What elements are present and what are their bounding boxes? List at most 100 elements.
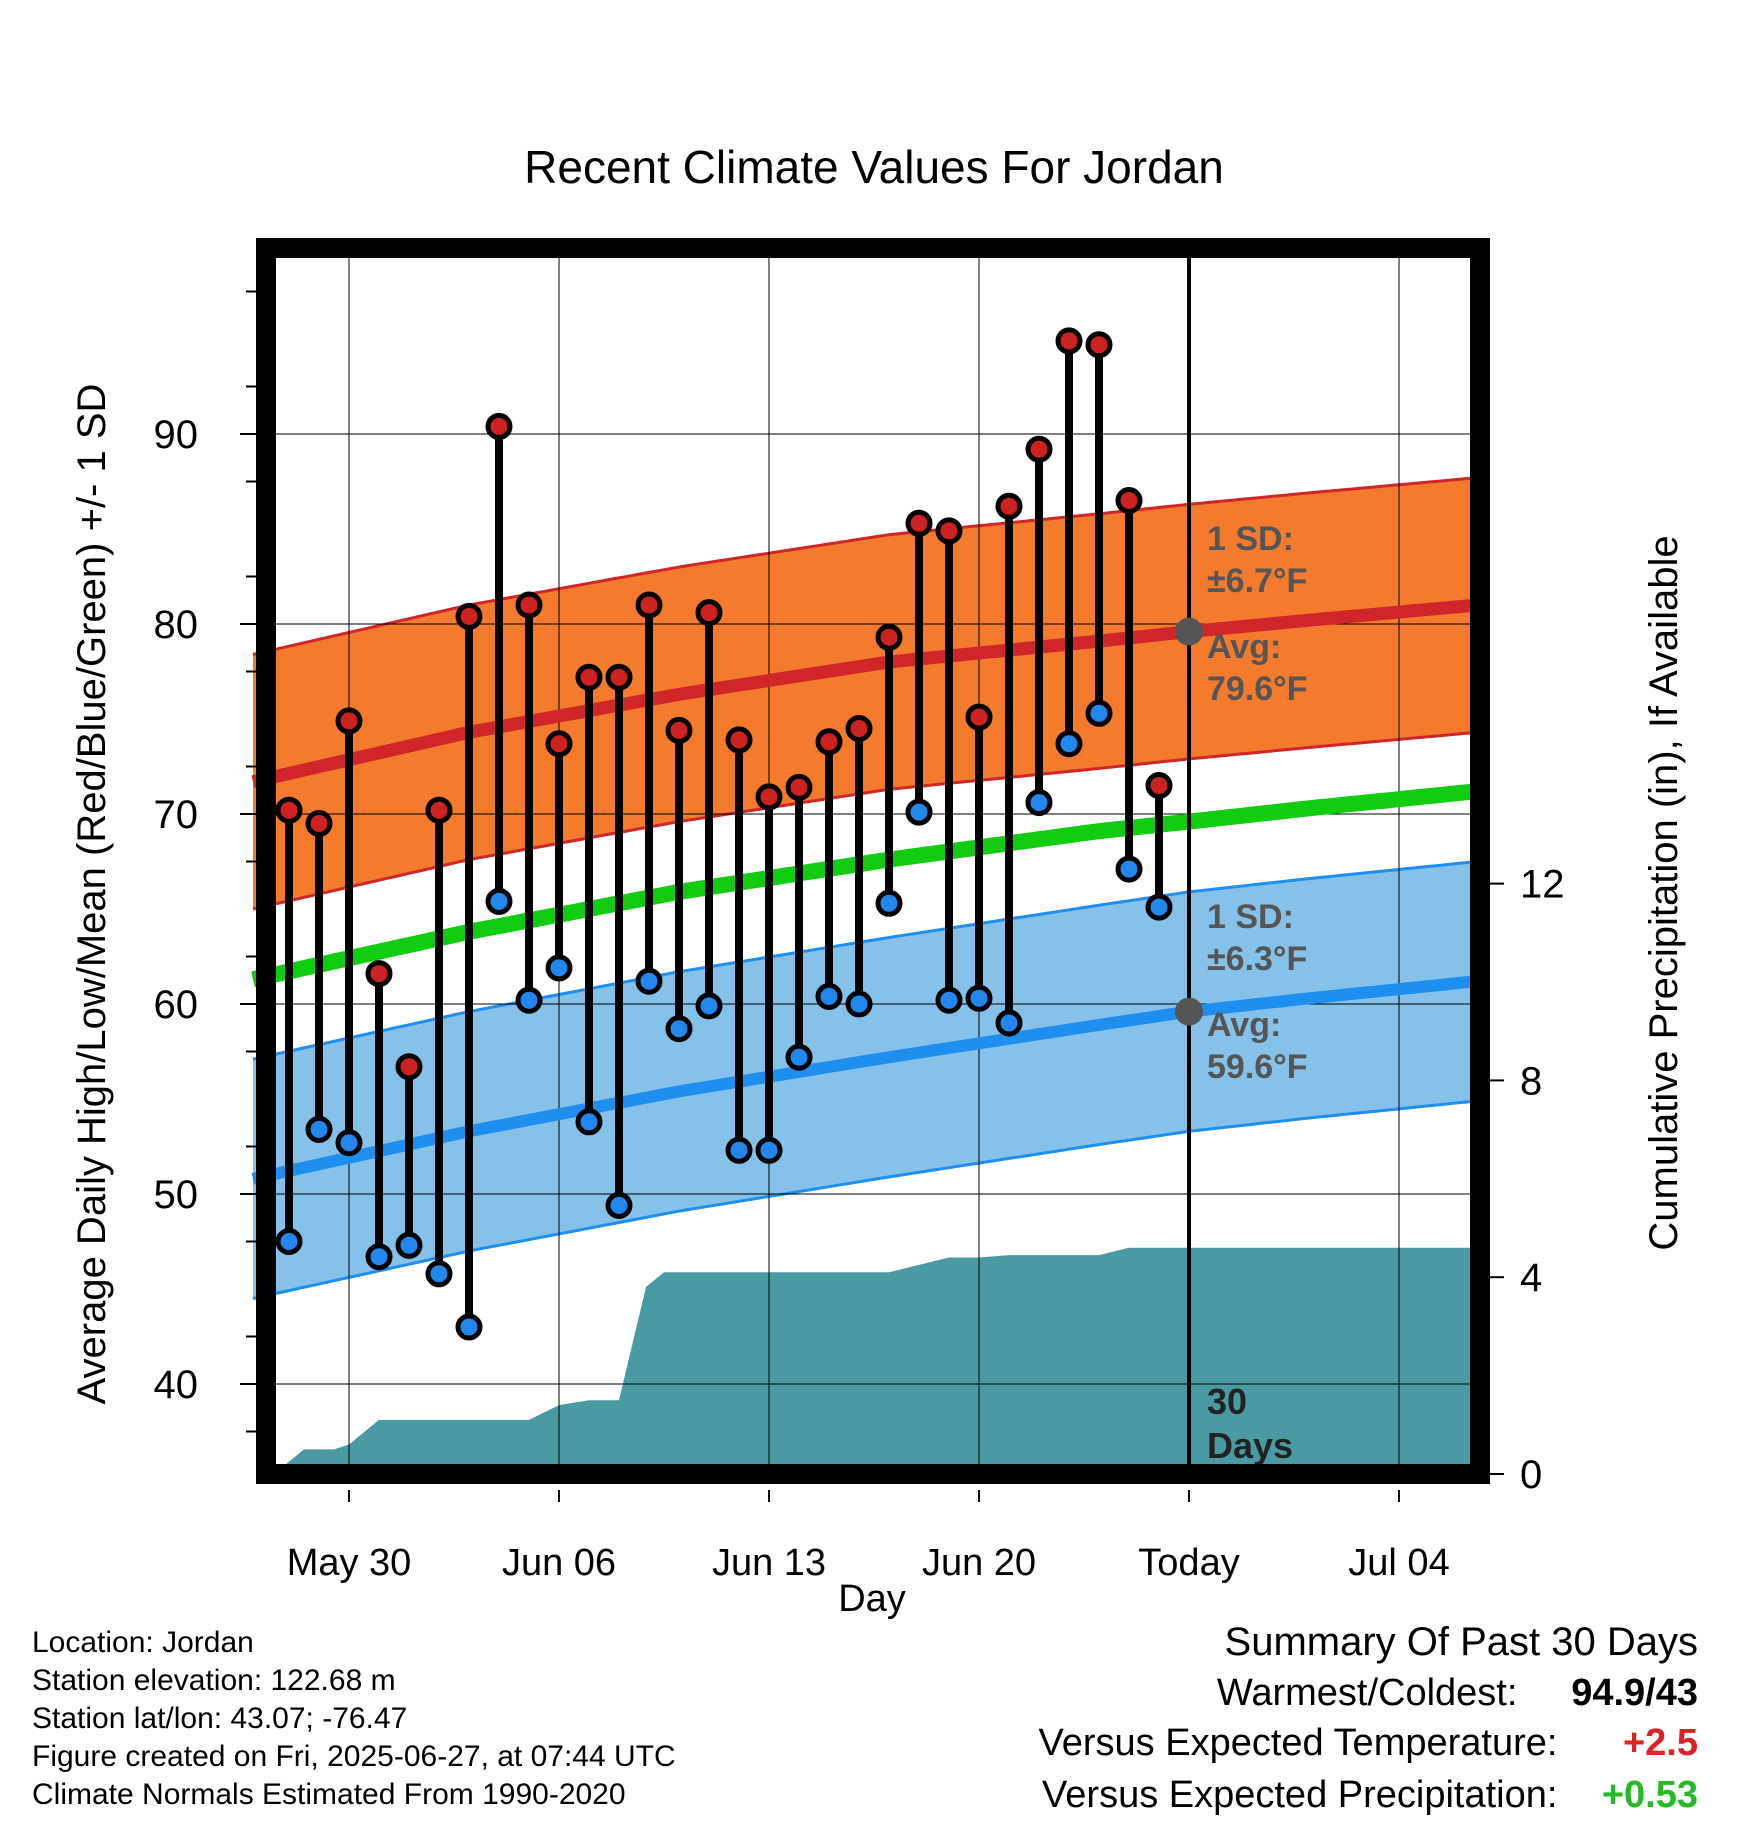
daily-high-point [995, 492, 1023, 520]
y2-tick-label: 0 [1520, 1453, 1542, 1497]
footer-normals: Climate Normals Estimated From 1990-2020 [32, 1778, 626, 1811]
daily-low-point [1025, 789, 1053, 817]
daily-low-point [755, 1136, 783, 1164]
footer-created: Figure created on Fri, 2025-06-27, at 07… [32, 1740, 676, 1773]
x-tick-label: Jun 13 [712, 1542, 826, 1584]
daily-low-point [1145, 893, 1173, 921]
annotation-layer: 1 SD: ±6.7°F Avg: 79.6°F 1 SD: ±6.3°F Avg: 59.6… [1175, 520, 1308, 1466]
warmest-coldest-label: Warmest/Coldest: [1216, 1672, 1518, 1714]
daily-high-point [1025, 435, 1053, 463]
y-axis-label-left: Average Daily High/Low/Mean (Red/Blue/Gr… [70, 383, 114, 1405]
normals-lines-layer [251, 248, 1478, 1474]
daily-high-point [425, 796, 453, 824]
daily-high-point [875, 623, 903, 651]
summary-temperature: Versus Expected Temperature: +2.5 [1039, 1722, 1698, 1765]
y-axis-label-right: Cumulative Precipitation (in), If Availa… [1642, 535, 1686, 1251]
y-tick-label: 70 [154, 793, 199, 837]
low-sd-annotation: 1 SD: [1207, 898, 1294, 936]
daily-low-point [725, 1136, 753, 1164]
y-tick-label: 50 [154, 1173, 199, 1217]
footer-latlon: Station lat/lon: 43.07; -76.47 [32, 1702, 408, 1735]
frame-layer [256, 238, 1490, 1484]
daily-low-point [815, 982, 843, 1010]
daily-low-point [305, 1115, 333, 1143]
daily-high-point [1085, 331, 1113, 359]
low-avg-line [251, 975, 1478, 1185]
precipitation-value: +0.53 [1601, 1774, 1698, 1816]
plot-frame [256, 238, 1490, 1484]
daily-low-point [425, 1260, 453, 1288]
y2-tick-label: 12 [1520, 863, 1565, 907]
daily-high-point [605, 663, 633, 691]
chart-title: Recent Climate Values For Jordan [524, 141, 1224, 193]
daily-high-point [275, 796, 303, 824]
daily-low-point [1055, 730, 1083, 758]
daily-low-point [515, 986, 543, 1014]
today-high-avg-marker [1175, 617, 1203, 646]
daily-low-point [395, 1231, 423, 1259]
high-sd-annotation: 1 SD: [1207, 520, 1294, 558]
low-sd-upper-edge [252, 860, 1478, 1061]
daily-high-point [1115, 487, 1143, 514]
y2-tick-label: 4 [1520, 1256, 1542, 1300]
high-avg-annotation: 79.6°F [1207, 670, 1308, 708]
daily-low-point [845, 990, 873, 1018]
daily-low-point [665, 1015, 693, 1043]
daily-high-point [785, 773, 813, 801]
daily-data-layer [275, 327, 1173, 1341]
y2-tick-label: 8 [1520, 1059, 1542, 1103]
x-tick-label: Today [1138, 1542, 1239, 1584]
daily-high-point [905, 509, 933, 537]
daily-low-point [785, 1043, 813, 1071]
daily-low-point [995, 1009, 1023, 1037]
daily-high-point [365, 960, 393, 988]
daily-low-point [935, 986, 963, 1014]
daily-high-point [395, 1053, 423, 1081]
temperature-label: Versus Expected Temperature: [1038, 1722, 1558, 1764]
high-avg-annotation: Avg: [1207, 628, 1281, 666]
daily-high-point [695, 599, 723, 627]
daily-high-point [575, 663, 603, 691]
precipitation-label: Versus Expected Precipitation: [1042, 1774, 1558, 1816]
daily-low-point [1085, 699, 1113, 727]
daily-high-point [635, 591, 663, 619]
x-tick-label: Jun 06 [502, 1542, 616, 1584]
daily-low-point [335, 1129, 363, 1157]
x-axis-label: Day [838, 1578, 906, 1620]
daily-low-point [695, 992, 723, 1020]
footer-elevation: Station elevation: 122.68 m [32, 1664, 396, 1697]
daily-low-point [905, 798, 933, 826]
daily-high-point [725, 726, 753, 754]
daily-low-point [1115, 855, 1143, 883]
high-sd-lower-edge [252, 730, 1478, 911]
y-tick-label: 60 [154, 983, 199, 1027]
daily-low-point [635, 967, 663, 995]
daily-high-point [305, 810, 333, 837]
high-avg-line [251, 598, 1478, 789]
summary-warmest-coldest: Warmest/Coldest: 94.9/43 [1217, 1672, 1698, 1715]
temperature-value: +2.5 [1622, 1722, 1698, 1764]
high-sd-annotation: ±6.7°F [1207, 562, 1307, 600]
low-sd-annotation: ±6.3°F [1207, 940, 1307, 978]
daily-high-point [545, 730, 573, 758]
x-tick-label: Jun 20 [922, 1542, 1036, 1584]
summary-title: Summary Of Past 30 Days [1224, 1620, 1698, 1664]
daily-high-point [335, 707, 363, 735]
warmest-coldest-value: 94.9/43 [1571, 1672, 1698, 1714]
daily-low-point [965, 984, 993, 1012]
daily-high-point [845, 715, 873, 742]
mean-avg-line [251, 783, 1478, 988]
daily-high-point [455, 602, 483, 630]
daily-low-point [455, 1313, 483, 1341]
today-low-avg-marker [1175, 997, 1203, 1026]
daily-high-point [965, 703, 993, 731]
daily-low-point [545, 954, 573, 982]
high-sd-upper-edge [252, 476, 1478, 656]
y-tick-label: 80 [154, 603, 199, 647]
today-days-label: 30 [1207, 1381, 1247, 1422]
daily-low-point [605, 1191, 633, 1219]
y-tick-label: 40 [154, 1363, 199, 1407]
daily-low-point [575, 1108, 603, 1136]
daily-low-point [365, 1243, 393, 1271]
